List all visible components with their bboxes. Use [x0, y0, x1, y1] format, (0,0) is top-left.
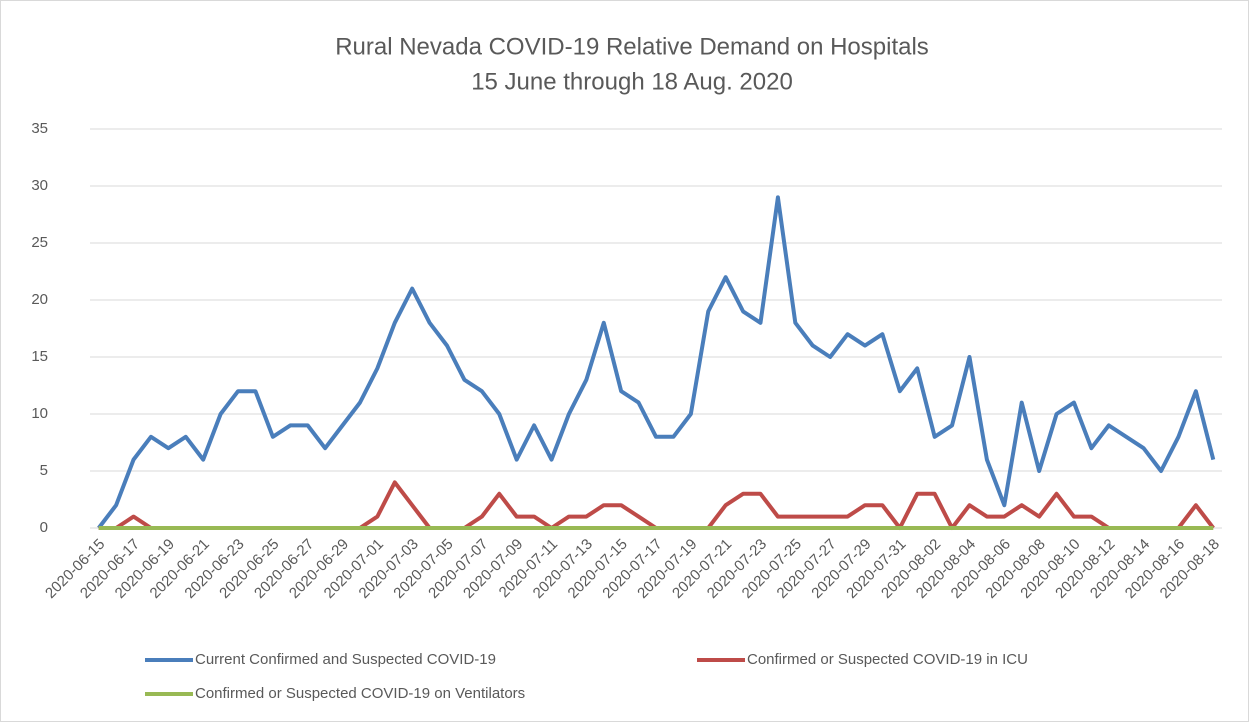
y-tick-label: 10 — [31, 405, 48, 422]
y-tick-label: 35 — [31, 120, 48, 137]
chart-subtitle: 15 June through 18 Aug. 2020 — [471, 68, 793, 95]
y-tick-label: 15 — [31, 348, 48, 365]
legend-label: Current Confirmed and Suspected COVID-19 — [195, 651, 496, 668]
y-tick-label: 0 — [40, 519, 48, 536]
y-tick-label: 20 — [31, 291, 48, 308]
y-tick-label: 30 — [31, 177, 48, 194]
y-tick-label: 25 — [31, 234, 48, 251]
chart-title: Rural Nevada COVID-19 Relative Demand on… — [335, 33, 929, 60]
series-line — [97, 195, 1216, 530]
y-tick-label: 5 — [40, 462, 48, 479]
legend-label: Confirmed or Suspected COVID-19 in ICU — [747, 651, 1028, 668]
legend-label: Confirmed or Suspected COVID-19 on Venti… — [195, 685, 525, 702]
